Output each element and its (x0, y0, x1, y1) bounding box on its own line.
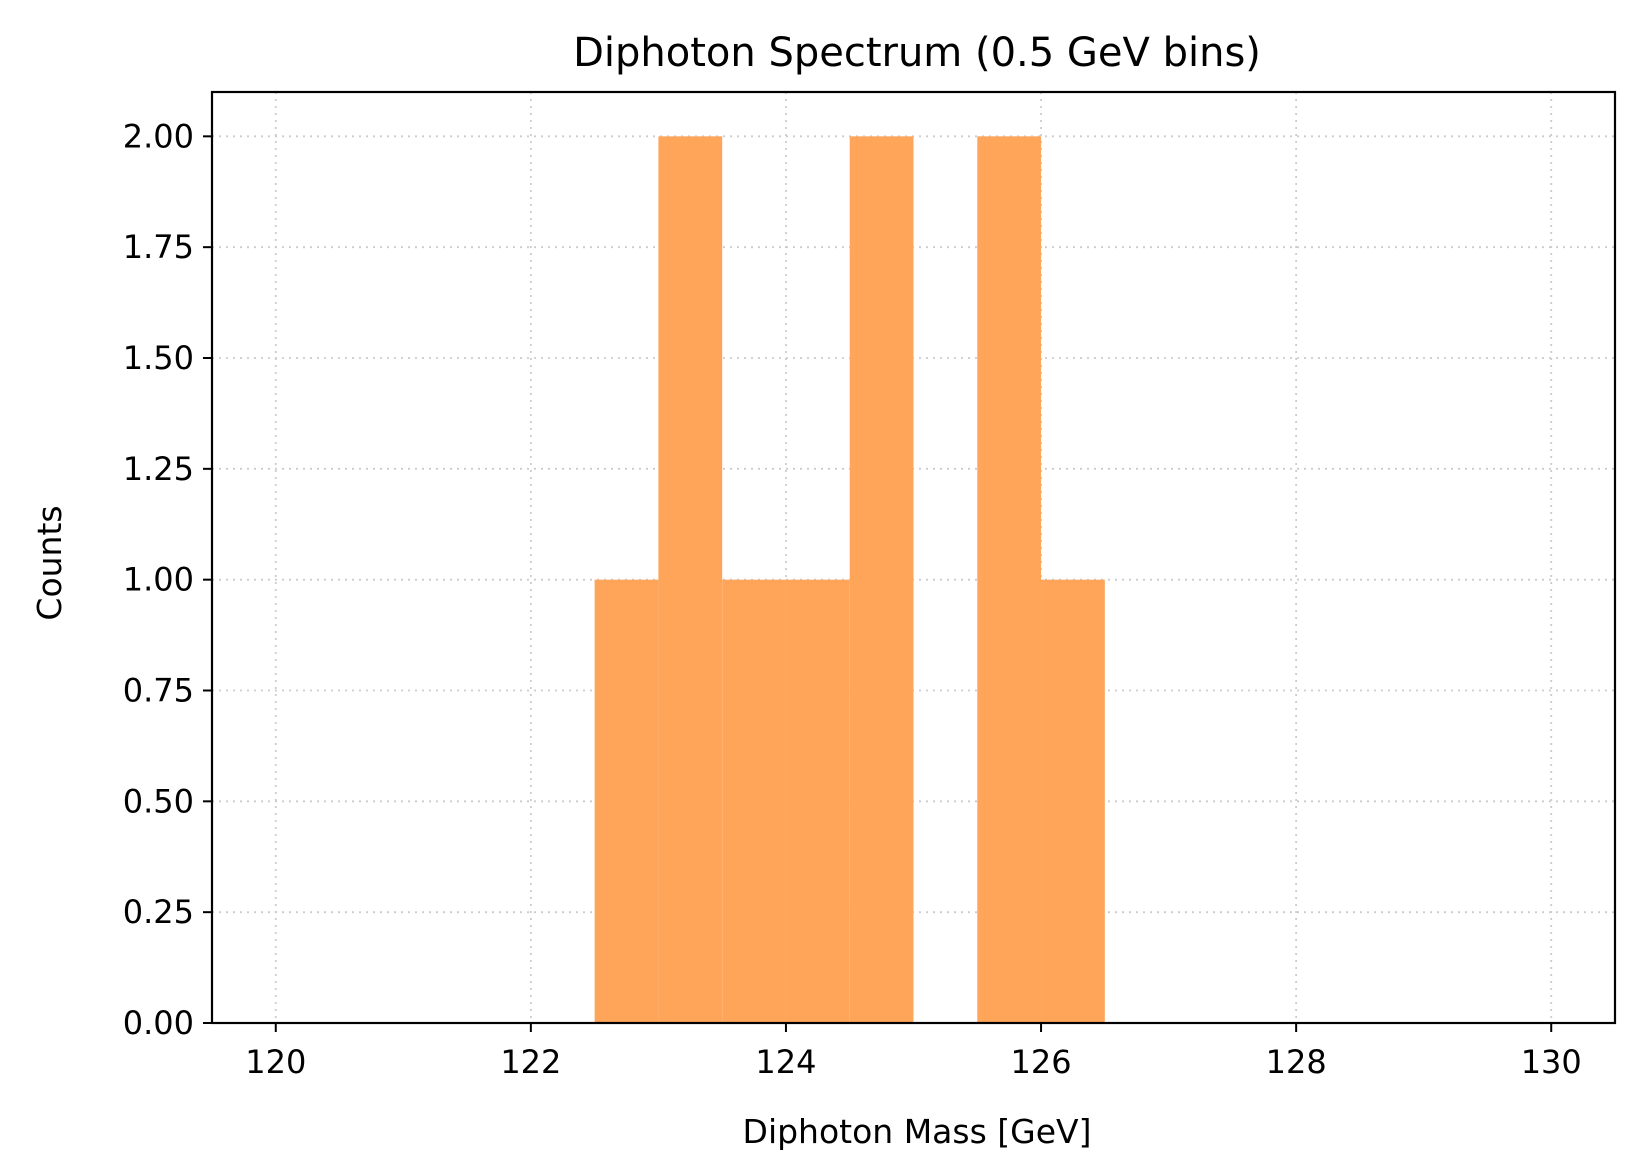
y-tick-label: 0.25 (123, 893, 194, 931)
y-tick-label: 1.00 (123, 561, 194, 599)
y-tick-label: 0.75 (123, 672, 194, 710)
y-tick-label: 2.00 (123, 117, 194, 155)
histogram-bar (849, 136, 914, 1024)
histogram-bar (977, 136, 1042, 1024)
x-axis-label: Diphoton Mass [GeV] (743, 1112, 1092, 1151)
y-tick-label: 1.50 (123, 339, 194, 377)
x-tick-label: 128 (1266, 1043, 1327, 1081)
x-tick-label: 130 (1521, 1043, 1582, 1081)
histogram-bars (594, 136, 1105, 1024)
x-tick-label: 126 (1011, 1043, 1072, 1081)
x-tick-label: 122 (500, 1043, 561, 1081)
histogram-bar (785, 579, 850, 1023)
y-axis-ticks: 0.00 0.25 0.50 0.75 1.00 1.25 1.50 1.75 2.00 (123, 117, 212, 1042)
histogram-bar (594, 579, 659, 1023)
plot-area-frame (210, 90, 1617, 1025)
x-axis-ticks: 120 122 124 126 128 130 (245, 1023, 1582, 1081)
y-axis-label: Counts (30, 505, 69, 620)
histogram-bar (1041, 579, 1105, 1023)
x-tick-label: 120 (245, 1043, 306, 1081)
y-tick-label: 0.00 (123, 1004, 194, 1042)
y-tick-label: 0.50 (123, 782, 194, 820)
chart-title: Diphoton Spectrum (0.5 GeV bins) (573, 30, 1261, 76)
x-tick-label: 124 (755, 1043, 816, 1081)
histogram-bar (722, 579, 786, 1023)
y-tick-label: 1.25 (123, 450, 194, 488)
histogram-bar (658, 136, 723, 1024)
y-tick-label: 1.75 (123, 228, 194, 266)
